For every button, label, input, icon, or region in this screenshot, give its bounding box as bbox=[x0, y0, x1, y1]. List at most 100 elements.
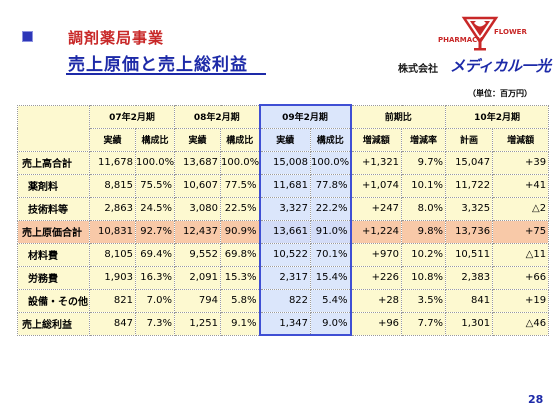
table-cell: 5.4% bbox=[310, 288, 352, 313]
table-cell: 100.0% bbox=[310, 150, 352, 175]
row-label: 売上原価合計 bbox=[17, 219, 90, 244]
table-row: 設備・その他 821 7.0% 794 5.8% 822 5.4% +28 3.5% 841 +19 bbox=[17, 288, 550, 313]
table-cell: △11 bbox=[492, 242, 550, 267]
sub-header-cell: 構成比 bbox=[310, 127, 352, 152]
table-cell: +1,224 bbox=[350, 219, 403, 244]
table-cell: +66 bbox=[492, 265, 550, 290]
table-cell: +1,321 bbox=[350, 150, 403, 175]
table-cell: 7.0% bbox=[134, 288, 176, 313]
table-cell: 15,008 bbox=[258, 150, 312, 175]
table-cell: +1,074 bbox=[350, 173, 403, 198]
table-row: 薬剤料 8,815 75.5% 10,607 77.5% 11,681 77.8% +1,07… bbox=[17, 173, 550, 198]
table-cell: 10.8% bbox=[401, 265, 447, 290]
table-row: 売上高合計 11,678 100.0% 13,687 100.0% 15,008 100.0… bbox=[17, 150, 550, 175]
table-cell: 9,552 bbox=[174, 242, 222, 267]
table-cell: 794 bbox=[174, 288, 222, 313]
table-cell: 13,687 bbox=[174, 150, 222, 175]
logo-company-name: メディカル一光 bbox=[450, 57, 551, 75]
logo-flower-text: FLOWER bbox=[494, 28, 527, 36]
section-title: 調剤薬局事業 bbox=[68, 29, 165, 47]
table-cell: 2,863 bbox=[89, 196, 136, 221]
table-cell: 69.4% bbox=[134, 242, 176, 267]
table-cell: +75 bbox=[492, 219, 550, 244]
table-cell: 100.0% bbox=[220, 150, 261, 175]
sub-header-cell: 計画 bbox=[445, 127, 494, 152]
table-cell: +19 bbox=[492, 288, 550, 313]
table-cell: 2,383 bbox=[445, 265, 494, 290]
table-cell: 10,831 bbox=[89, 219, 136, 244]
table-cell: +247 bbox=[350, 196, 403, 221]
table-cell: 7.7% bbox=[401, 311, 447, 336]
table-cell: 22.2% bbox=[310, 196, 352, 221]
table-cell: 2,091 bbox=[174, 265, 222, 290]
table-cell: 9.0% bbox=[310, 311, 352, 336]
table-cell: 75.5% bbox=[134, 173, 176, 198]
table-cell: 12,437 bbox=[174, 219, 222, 244]
table-row: 売上原価合計 10,831 92.7% 12,437 90.9% 13,661 91.0% +… bbox=[17, 219, 550, 244]
table-cell: 8,815 bbox=[89, 173, 136, 198]
sub-header-cell: 実績 bbox=[258, 127, 312, 152]
table-cell: 9.7% bbox=[401, 150, 447, 175]
sub-header-cell: 増減額 bbox=[492, 127, 550, 152]
financial-table: 07年2月期 08年2月期 09年2月期 前期比 10年2月期 実績 構成比 実績構… bbox=[17, 104, 550, 336]
table-cell: 8,105 bbox=[89, 242, 136, 267]
period-header: 10年2月期 bbox=[445, 104, 550, 129]
period-header: 前期比 bbox=[350, 104, 447, 129]
title-bullet-icon bbox=[22, 31, 33, 42]
row-label: 材料費 bbox=[17, 242, 90, 267]
table-cell: △46 bbox=[492, 311, 550, 336]
table-cell: 92.7% bbox=[134, 219, 176, 244]
row-label: 設備・その他 bbox=[17, 288, 90, 313]
table-cell: +96 bbox=[350, 311, 403, 336]
table-row: 技術料等 2,863 24.5% 3,080 22.5% 3,327 22.2% +247 8.… bbox=[17, 196, 550, 221]
company-logo: PHARMACY FLOWER 株式会社 メディカル一光 bbox=[398, 12, 551, 75]
table-cell: 3.5% bbox=[401, 288, 447, 313]
sub-header-cell: 構成比 bbox=[220, 127, 261, 152]
table-cell: 1,301 bbox=[445, 311, 494, 336]
table-cell: 15.3% bbox=[220, 265, 261, 290]
table-cell: 10,511 bbox=[445, 242, 494, 267]
sub-header-row: 実績 構成比 実績 構成比 実績 構成比 増減額 増減率 計画 増減額 bbox=[18, 127, 550, 152]
financial-table-container: 07年2月期 08年2月期 09年2月期 前期比 10年2月期 実績 構成比 実績構… bbox=[17, 104, 550, 336]
table-cell: 11,678 bbox=[89, 150, 136, 175]
table-cell: 9.1% bbox=[220, 311, 261, 336]
sub-header-cell: 増減率 bbox=[401, 127, 447, 152]
table-cell: 10.2% bbox=[401, 242, 447, 267]
table-cell: 5.8% bbox=[220, 288, 261, 313]
table-cell: 16.3% bbox=[134, 265, 176, 290]
table-cell: +28 bbox=[350, 288, 403, 313]
table-cell: 2,317 bbox=[258, 265, 312, 290]
table-cell: +41 bbox=[492, 173, 550, 198]
sub-header-cell: 構成比 bbox=[134, 127, 176, 152]
table-cell: 69.8% bbox=[220, 242, 261, 267]
table-cell: 24.5% bbox=[134, 196, 176, 221]
table-row: 売上総利益 847 7.3% 1,251 9.1% 1,347 9.0% +96 7.7% 1,3… bbox=[17, 311, 550, 336]
table-cell: 822 bbox=[258, 288, 312, 313]
page-title: 売上原価と売上総利益 bbox=[68, 55, 248, 75]
table-cell: 3,080 bbox=[174, 196, 222, 221]
table-cell: 15,047 bbox=[445, 150, 494, 175]
sub-header-cell: 増減額 bbox=[350, 127, 403, 152]
period-header-row: 07年2月期 08年2月期 09年2月期 前期比 10年2月期 bbox=[17, 104, 550, 152]
table-cell: +970 bbox=[350, 242, 403, 267]
table-cell: 847 bbox=[89, 311, 136, 336]
table-cell: 10,522 bbox=[258, 242, 312, 267]
unit-label: （単位：百万円） bbox=[468, 89, 532, 98]
row-label: 労務費 bbox=[17, 265, 90, 290]
table-cell: 15.4% bbox=[310, 265, 352, 290]
table-cell: 841 bbox=[445, 288, 494, 313]
table-row: 材料費 8,105 69.4% 9,552 69.8% 10,522 70.1% +970 10… bbox=[17, 242, 550, 267]
table-cell: 3,327 bbox=[258, 196, 312, 221]
table-cell: 821 bbox=[89, 288, 136, 313]
row-label: 技術料等 bbox=[17, 196, 90, 221]
table-cell: 8.0% bbox=[401, 196, 447, 221]
table-cell: 11,681 bbox=[258, 173, 312, 198]
flower-logo-icon bbox=[461, 16, 499, 51]
title-underline bbox=[66, 73, 266, 75]
period-header: 07年2月期 bbox=[88, 104, 176, 129]
sub-header-cell: 実績 bbox=[174, 127, 222, 152]
table-cell: 10,607 bbox=[174, 173, 222, 198]
table-cell: 9.8% bbox=[401, 219, 447, 244]
table-cell: 1,903 bbox=[89, 265, 136, 290]
table-cell: +226 bbox=[350, 265, 403, 290]
